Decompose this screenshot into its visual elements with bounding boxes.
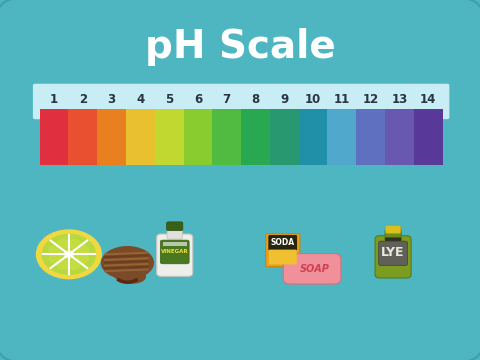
Text: LYE: LYE	[381, 246, 405, 259]
Text: 6: 6	[194, 94, 202, 107]
Text: SODA: SODA	[271, 238, 295, 247]
Bar	[270, 109, 299, 165]
Text: 7: 7	[223, 94, 231, 107]
Text: 5: 5	[165, 94, 173, 107]
Text: 11: 11	[334, 94, 350, 107]
Text: VINEGAR: VINEGAR	[161, 249, 189, 254]
Circle shape	[69, 260, 80, 269]
Ellipse shape	[114, 267, 145, 283]
Text: 2: 2	[79, 94, 87, 107]
Bar	[212, 109, 241, 165]
Circle shape	[77, 246, 89, 255]
Text: 12: 12	[362, 94, 379, 107]
Circle shape	[58, 239, 69, 248]
Bar	[241, 109, 270, 165]
Circle shape	[49, 246, 61, 254]
FancyBboxPatch shape	[269, 235, 297, 250]
FancyBboxPatch shape	[167, 227, 182, 239]
FancyBboxPatch shape	[379, 241, 408, 265]
Text: pH Scale: pH Scale	[144, 28, 336, 66]
Circle shape	[36, 230, 101, 279]
FancyBboxPatch shape	[167, 222, 183, 231]
FancyBboxPatch shape	[156, 234, 193, 276]
Text: 1: 1	[50, 94, 58, 107]
Circle shape	[69, 240, 81, 248]
Bar	[40, 109, 69, 165]
FancyBboxPatch shape	[33, 84, 449, 119]
Circle shape	[64, 251, 74, 258]
Bar	[299, 109, 327, 165]
Circle shape	[77, 254, 88, 263]
Circle shape	[49, 254, 61, 263]
FancyBboxPatch shape	[385, 225, 401, 233]
Text: 13: 13	[391, 94, 408, 107]
FancyBboxPatch shape	[283, 254, 341, 284]
FancyBboxPatch shape	[385, 229, 401, 241]
Bar	[183, 109, 212, 165]
FancyBboxPatch shape	[160, 240, 189, 264]
Bar	[414, 109, 443, 165]
Bar	[155, 109, 183, 165]
Bar	[97, 109, 126, 165]
Ellipse shape	[102, 247, 153, 279]
Text: 10: 10	[305, 94, 321, 107]
Bar	[126, 109, 155, 165]
Bar	[69, 109, 97, 165]
Bar	[327, 109, 356, 165]
FancyBboxPatch shape	[265, 234, 300, 267]
Text: SOAP: SOAP	[300, 264, 329, 274]
FancyBboxPatch shape	[269, 249, 297, 265]
FancyBboxPatch shape	[375, 236, 411, 278]
Text: 4: 4	[136, 94, 144, 107]
Text: 3: 3	[108, 94, 116, 107]
Bar	[163, 243, 187, 246]
Text: 9: 9	[280, 94, 288, 107]
Circle shape	[57, 260, 69, 269]
Circle shape	[42, 234, 96, 274]
Bar	[356, 109, 385, 165]
Text: 14: 14	[420, 94, 436, 107]
Bar	[385, 109, 414, 165]
Text: 8: 8	[252, 94, 260, 107]
FancyBboxPatch shape	[385, 238, 401, 242]
